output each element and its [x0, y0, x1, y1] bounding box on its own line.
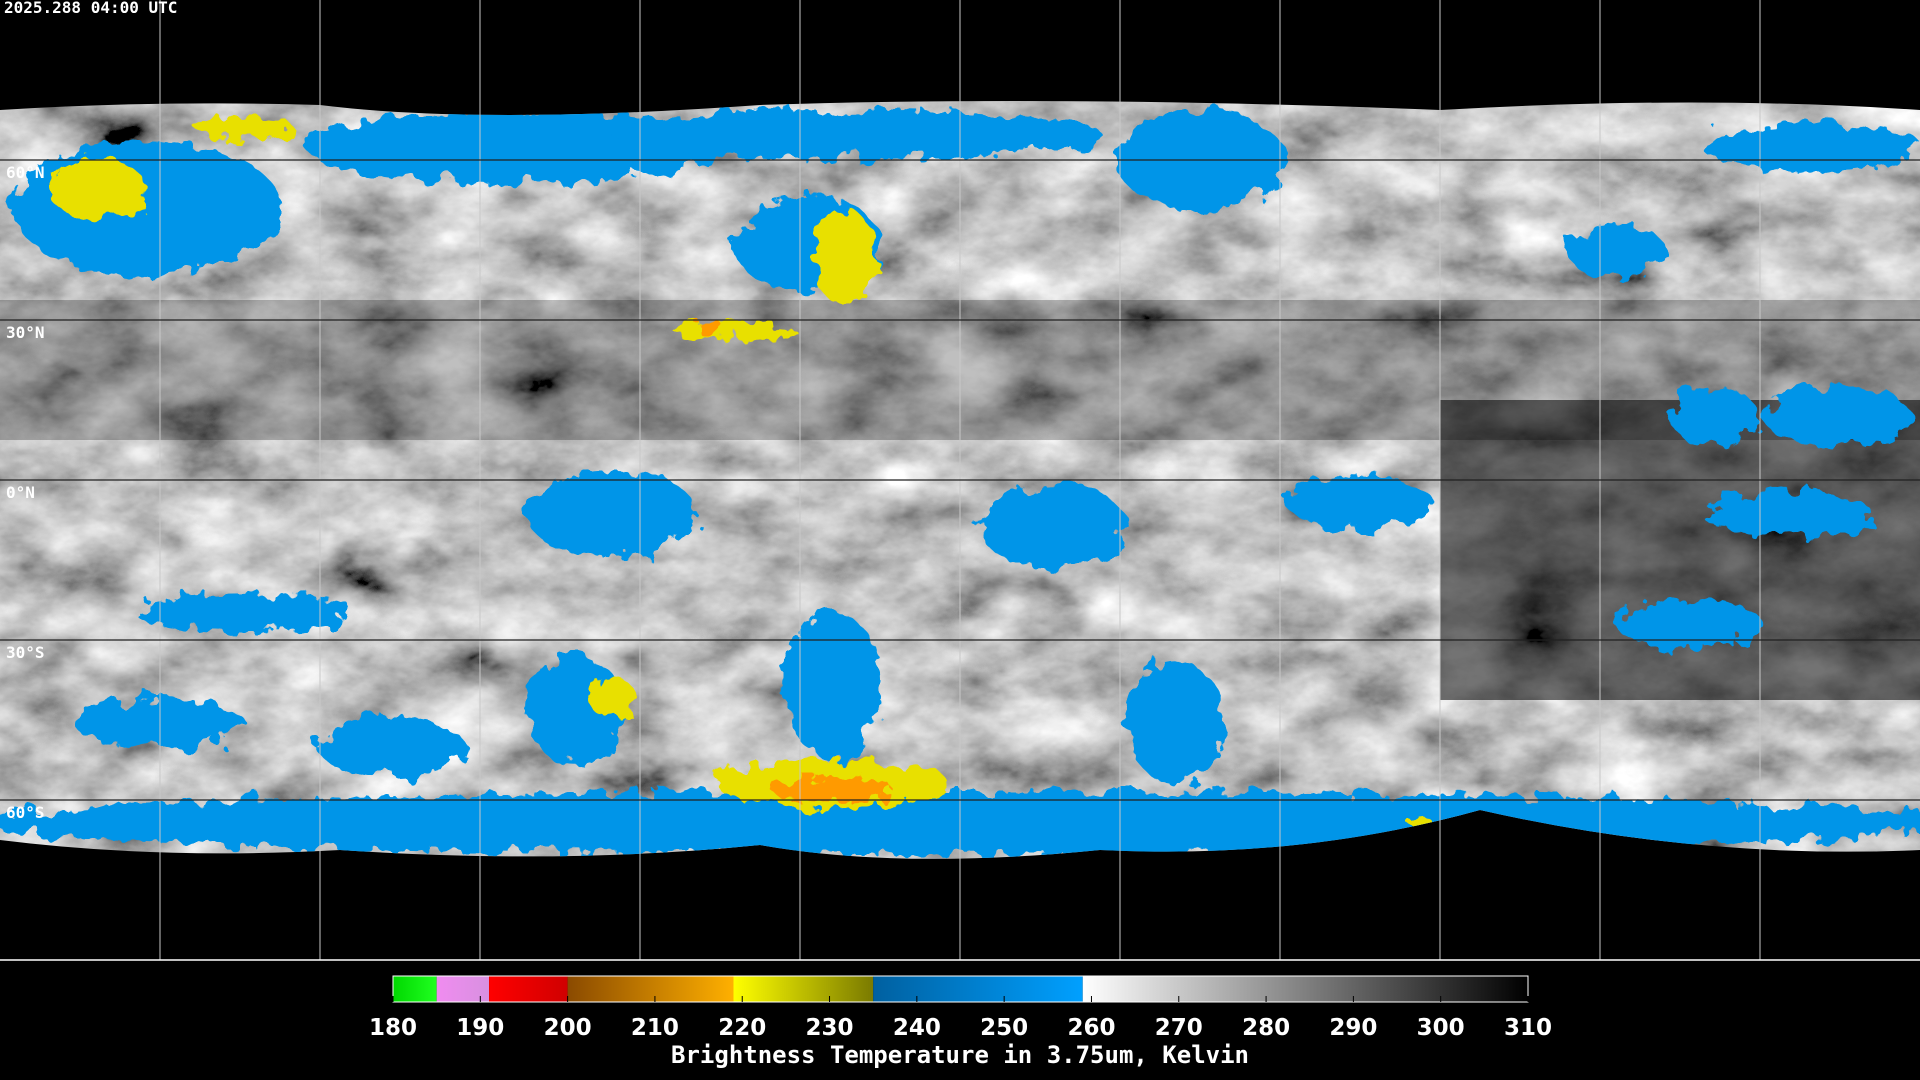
colorbar-tick-label: 240: [893, 1015, 941, 1041]
cloud-cell: [1285, 475, 1433, 529]
colorbar-tick-label: 190: [456, 1015, 504, 1041]
colorbar-tick-label: 250: [980, 1015, 1028, 1041]
colorbar-tick-label: 210: [631, 1015, 679, 1041]
colorbar-segment: [393, 976, 437, 1002]
latitude-label: 30°S: [6, 643, 45, 662]
dark-region: [1440, 400, 1920, 700]
cloud-cell: [783, 612, 882, 760]
colorbar-segment: [873, 976, 1083, 1002]
cloud-cell: [1671, 385, 1758, 447]
cloud-cell: [48, 159, 147, 221]
cloud-cell: [134, 593, 356, 631]
colorbar-tick-label: 180: [369, 1015, 417, 1041]
graticule: 60°N 30°N 0°N 30°S 60°S: [0, 0, 1920, 961]
cloud-cell: [771, 777, 894, 803]
latitude-label: 60°N: [6, 163, 45, 182]
colorbar-frame: [392, 975, 1529, 1003]
colorbar-segment: [567, 976, 734, 1002]
latitude-label: 0°N: [6, 483, 35, 502]
cloud-cell: [73, 697, 245, 747]
cloud-cell: [1702, 122, 1920, 172]
colorbar-tick-label: 200: [544, 1015, 592, 1041]
colorbar-tick-label: 230: [806, 1015, 854, 1041]
cloud-cell: [12, 140, 282, 276]
colorbar-segment: [1082, 976, 1528, 1002]
colorbar: 180 190 200 210 220 230 240 250 260 270 280 290 300 3…: [369, 975, 1552, 1041]
colorbar-title: Brightness Temperature in 3.75um, Kelvin: [671, 1041, 1249, 1069]
colorbar-segment: [436, 976, 490, 1002]
cloud-cell: [195, 116, 294, 141]
cloud-cell: [979, 483, 1127, 570]
latitude-label: 60°S: [6, 803, 45, 822]
latitude-label: 30°N: [6, 323, 45, 342]
cloud-cell: [1616, 600, 1764, 649]
colorbar-tick-label: 220: [718, 1015, 766, 1041]
cloud-cell: [1567, 224, 1666, 278]
colorbar-segment: [489, 976, 568, 1002]
timestamp: 2025.288 04:00 UTC: [4, 0, 177, 17]
colorbar-tick-label: 290: [1329, 1015, 1377, 1041]
colorbar-tick-label: 260: [1067, 1015, 1115, 1041]
colorbar-tick-label: 280: [1242, 1015, 1290, 1041]
cloud-cell: [1114, 110, 1286, 209]
cloud-cell: [1763, 385, 1911, 447]
colorbar-tick-label: 270: [1155, 1015, 1203, 1041]
cloud-cell: [1702, 492, 1874, 537]
cloud-cell: [673, 320, 796, 341]
cloud-cell: [697, 318, 723, 338]
colorbar-segment: [733, 976, 874, 1002]
cloud-cell: [590, 675, 635, 720]
cloud-cell: [306, 110, 723, 184]
cloud-cell: [814, 208, 876, 307]
colorbar-tick-label: 310: [1504, 1015, 1552, 1041]
cloud-cell: [1126, 661, 1225, 784]
cloud-cell: [318, 716, 466, 778]
colorbar-tick-label: 300: [1417, 1015, 1465, 1041]
cloud-cell: [526, 471, 698, 558]
cloud-cell: [612, 110, 1103, 160]
